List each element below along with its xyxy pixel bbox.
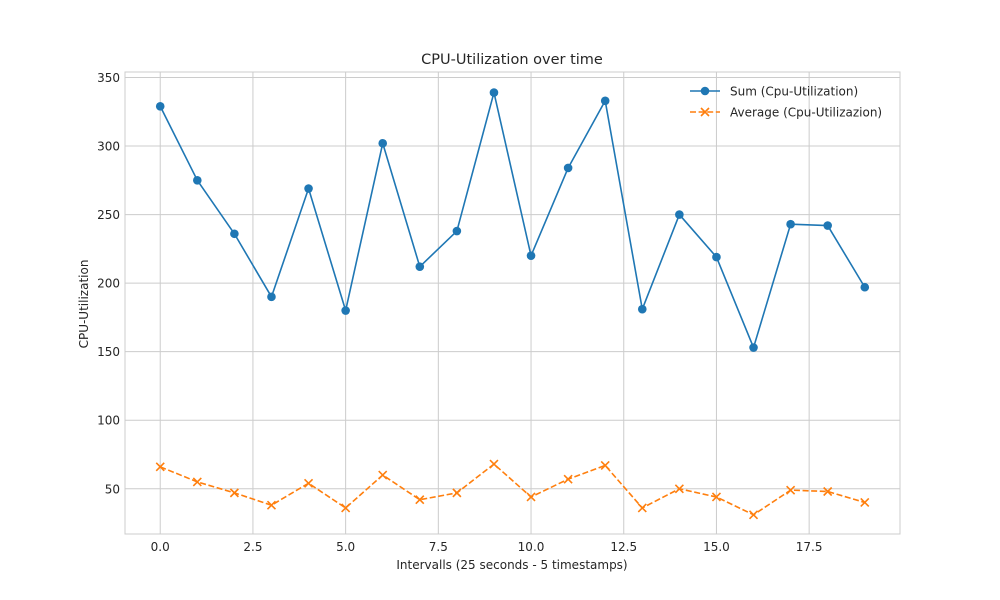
x-tick-label: 2.5: [243, 540, 262, 554]
data-point: [823, 221, 832, 230]
series-layer: [155, 88, 870, 520]
y-tick-label: 100: [97, 414, 120, 428]
grid-lines: [125, 72, 900, 534]
data-point: [415, 495, 425, 505]
data-point: [637, 503, 647, 513]
data-point: [304, 184, 313, 193]
data-point: [341, 306, 350, 315]
series-1: [155, 459, 870, 520]
data-point: [674, 484, 684, 494]
x-tick-label: 7.5: [429, 540, 448, 554]
legend: Sum (Cpu-Utilization) Average (Cpu-Utiliz…: [690, 85, 882, 120]
series-line: [159, 91, 866, 349]
legend-item: Sum (Cpu-Utilization): [690, 85, 858, 99]
x-tick-label: 15.0: [703, 540, 730, 554]
y-tick-label: 250: [97, 208, 120, 222]
data-point: [155, 101, 165, 111]
y-axis-title: CPU-Utilization: [77, 260, 91, 349]
data-point: [860, 282, 870, 292]
x-tick-label: 10.0: [518, 540, 545, 554]
data-point: [489, 459, 499, 469]
x-tick-label: 12.5: [610, 540, 637, 554]
data-point: [415, 262, 425, 271]
data-point: [563, 474, 573, 484]
data-point: [452, 226, 462, 236]
data-point: [230, 229, 239, 239]
data-point: [600, 96, 610, 106]
data-point: [526, 492, 536, 502]
data-point: [526, 251, 536, 261]
data-point: [266, 500, 277, 510]
series-line: [159, 463, 865, 516]
y-tick-label: 50: [105, 482, 120, 496]
data-point: [823, 486, 833, 497]
data-point: [563, 163, 573, 173]
data-point: [786, 485, 796, 495]
data-point: [378, 470, 388, 480]
legend-label: Sum (Cpu-Utilization): [730, 85, 858, 99]
legend-marker: [700, 86, 710, 96]
x-tick-label: 17.5: [796, 540, 823, 554]
y-tick-label: 350: [97, 71, 120, 85]
x-tick-label: 0.0: [151, 540, 170, 554]
y-tick-label: 150: [97, 345, 120, 359]
data-point: [303, 478, 314, 488]
series-0: [155, 88, 870, 352]
legend-marker: [700, 107, 710, 117]
x-tick-label: 5.0: [336, 540, 355, 554]
data-point: [749, 343, 758, 352]
y-tick-label: 200: [97, 277, 120, 291]
data-point: [860, 497, 870, 508]
data-point: [748, 510, 759, 520]
plot-area-frame: [124, 71, 901, 535]
data-point: [786, 219, 795, 229]
data-point: [341, 503, 351, 513]
data-point: [452, 488, 462, 498]
data-point: [193, 176, 202, 185]
x-axis-title: Intervalls (25 seconds - 5 timestamps): [396, 558, 627, 572]
data-point: [489, 88, 499, 97]
chart-title: CPU-Utilization over time: [421, 52, 603, 68]
data-point: [712, 252, 721, 262]
data-point: [192, 477, 202, 487]
tick-labels: 0.0 2.5 5.0 7.5 10.0 12.5 15.0 17.5 50 100 150 200 2…: [97, 71, 822, 554]
legend-label: Average (Cpu-Utilizazion): [730, 106, 882, 120]
legend-item: Average (Cpu-Utilizazion): [690, 106, 882, 120]
data-point: [378, 138, 388, 148]
data-point: [711, 492, 722, 502]
data-point: [600, 460, 610, 471]
y-tick-label: 300: [97, 140, 120, 154]
data-point: [675, 210, 684, 219]
data-point: [267, 292, 276, 302]
data-point: [155, 462, 165, 472]
data-point: [229, 488, 239, 498]
data-point: [637, 304, 647, 314]
